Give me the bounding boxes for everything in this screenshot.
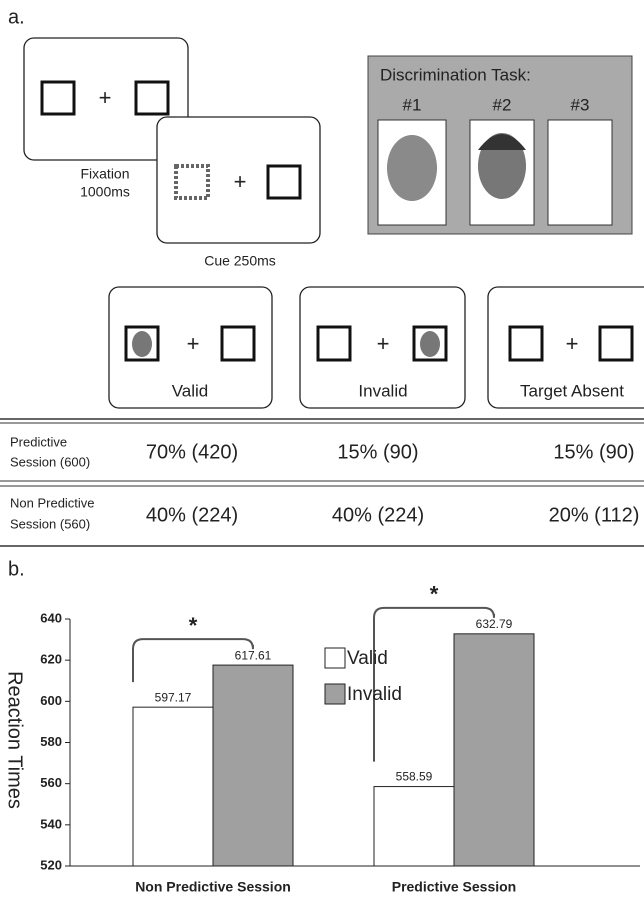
fixation-cross: + bbox=[566, 331, 579, 356]
x-tick-label: Non Predictive Session bbox=[135, 879, 291, 895]
face bbox=[420, 331, 440, 357]
target-placeholder bbox=[412, 325, 448, 362]
condition-screen bbox=[487, 286, 644, 409]
panel-label: a. bbox=[8, 6, 25, 28]
cell: 70% (420) bbox=[146, 441, 238, 463]
significance-bracket bbox=[132, 638, 254, 683]
value-label: 558.59 bbox=[396, 770, 433, 784]
cell: 15% (90) bbox=[553, 441, 634, 463]
placeholder bbox=[266, 164, 302, 200]
y-tick-label: 520 bbox=[40, 857, 62, 872]
cue-label: Cue 250ms bbox=[204, 253, 276, 269]
task-item: #2 bbox=[493, 95, 512, 114]
significance-marker: * bbox=[189, 613, 198, 638]
task-item: #1 bbox=[403, 95, 422, 114]
task-item: #3 bbox=[571, 95, 590, 114]
cue-screen bbox=[156, 116, 321, 244]
chart: 520 540 560 580 600 620 640 Non Predictive Sess… bbox=[40, 582, 640, 895]
panel-label: b. bbox=[8, 558, 25, 580]
y-tick-label: 540 bbox=[40, 816, 62, 831]
face bbox=[387, 135, 437, 201]
y-axis-label: Reaction Times bbox=[4, 671, 26, 809]
value-label: 597.17 bbox=[155, 690, 192, 704]
fixation-cross: + bbox=[187, 331, 200, 356]
condition-label: Target Absent bbox=[520, 381, 624, 400]
fixation-cross: + bbox=[377, 331, 390, 356]
value-label: 617.61 bbox=[235, 648, 272, 662]
placeholder bbox=[316, 325, 352, 362]
significance-bracket bbox=[373, 606, 495, 762]
condition-label: Valid bbox=[172, 381, 209, 400]
cell: 40% (224) bbox=[332, 504, 424, 526]
row-label: Session (560) bbox=[10, 516, 90, 531]
bar bbox=[453, 633, 535, 867]
y-tick-label: 600 bbox=[40, 693, 62, 708]
condition-label: Invalid bbox=[358, 381, 407, 400]
empty-card bbox=[547, 119, 613, 226]
y-tick-label: 620 bbox=[40, 652, 62, 667]
legend-label: Invalid bbox=[347, 684, 402, 705]
placeholder bbox=[598, 325, 634, 362]
bar bbox=[212, 664, 294, 867]
row-label: Session (600) bbox=[10, 454, 90, 469]
x-tick-label: Predictive Session bbox=[392, 879, 517, 895]
face bbox=[132, 331, 152, 357]
placeholder bbox=[220, 325, 256, 362]
bar bbox=[132, 706, 214, 867]
fixation-cross: + bbox=[234, 169, 247, 194]
placeholder bbox=[134, 80, 170, 116]
fixation-label: Fixation bbox=[80, 166, 129, 182]
hair bbox=[478, 134, 526, 150]
legend-swatch bbox=[324, 647, 346, 669]
fixation-screen bbox=[23, 37, 189, 161]
cued-placeholder bbox=[174, 164, 210, 200]
cell: 20% (112) bbox=[549, 504, 640, 526]
cell: 40% (224) bbox=[146, 504, 238, 526]
y-tick-label: 560 bbox=[40, 775, 62, 790]
placeholder bbox=[40, 80, 76, 116]
legend-swatch bbox=[324, 683, 346, 705]
y-tick-label: 580 bbox=[40, 734, 62, 749]
bar bbox=[373, 786, 455, 867]
target-placeholder bbox=[124, 325, 160, 362]
fixation-cross: + bbox=[99, 85, 112, 110]
cell: 15% (90) bbox=[337, 441, 418, 463]
row-label: Non Predictive bbox=[10, 495, 95, 510]
condition-screen bbox=[108, 286, 273, 409]
task-title: Discrimination Task: bbox=[380, 65, 531, 84]
significance-marker: * bbox=[430, 582, 439, 607]
legend-label: Valid bbox=[347, 648, 388, 669]
fixation-duration: 1000ms bbox=[80, 184, 130, 200]
row-label: Predictive bbox=[10, 434, 67, 449]
value-label: 632.79 bbox=[476, 617, 513, 631]
placeholder bbox=[508, 325, 544, 362]
condition-screen bbox=[299, 286, 466, 409]
y-tick-label: 640 bbox=[40, 610, 62, 625]
